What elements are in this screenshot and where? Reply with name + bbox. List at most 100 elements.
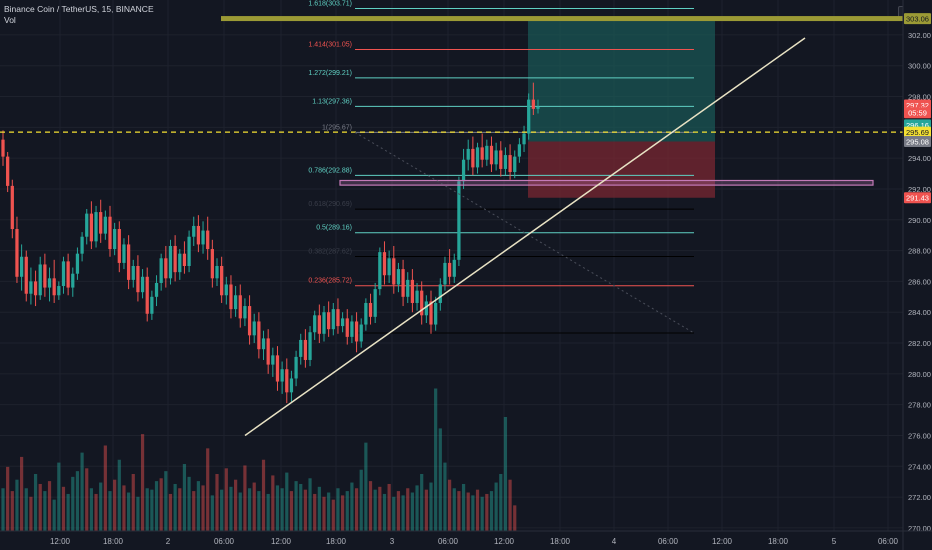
candle-body (271, 355, 275, 365)
candle-body (438, 284, 442, 303)
price-label: 291.43 (906, 194, 929, 203)
candle-body (113, 229, 117, 250)
candle-body (150, 296, 154, 314)
volume-bar (238, 492, 242, 531)
volume-bar (33, 474, 38, 531)
price-label-bg (904, 13, 931, 25)
candle-body (117, 229, 121, 263)
candle-body (266, 338, 270, 365)
candle-body (429, 301, 433, 325)
symbol-title[interactable]: Binance Coin / TetherUS, 15, BINANCE (4, 4, 154, 14)
volume-bar (24, 488, 28, 531)
candle-body (131, 266, 135, 280)
volume-bar (434, 388, 438, 531)
volume-bar (210, 495, 214, 531)
time-axis[interactable]: 12:00 18:00 2 06:00 12:00 18:00 3 06:00 12:00 18:… (0, 530, 932, 546)
candle-body (108, 216, 112, 250)
position-tool[interactable] (528, 18, 715, 198)
volume-bar (299, 483, 303, 531)
volume-bar (66, 493, 70, 531)
fib-label: 0.236(285.72) (308, 278, 352, 285)
volume-bar (266, 493, 270, 531)
candle-body (517, 144, 522, 157)
candle-body (308, 332, 312, 360)
time-tick-label: 06:00 (438, 537, 459, 546)
volume-bar (271, 475, 275, 531)
volume-bar (261, 459, 266, 531)
volume-bar (308, 478, 312, 531)
fib-label: 1.272(299.21) (308, 70, 352, 77)
candle-body (168, 245, 173, 279)
candle-body (47, 278, 52, 288)
price-tick-label: 282.00 (908, 339, 931, 348)
candle-body (294, 356, 298, 379)
candle-body (238, 295, 242, 319)
volume-bar (122, 485, 126, 531)
candle-body (220, 266, 224, 296)
volume-bar (234, 479, 238, 531)
candle-body (345, 318, 349, 337)
candle-body (182, 253, 187, 266)
candle-body (331, 309, 335, 330)
trendline (244, 37, 806, 437)
fib-label: 0.382(287.62) (308, 248, 352, 255)
candle-body (508, 155, 512, 173)
time-tick-label: 18:00 (326, 537, 347, 546)
candle-body (443, 262, 447, 285)
volume-bar (513, 505, 517, 531)
candle-body (415, 290, 419, 303)
candle-body (43, 264, 47, 288)
price-tick-label: 274.00 (908, 462, 931, 471)
candle-body (336, 309, 340, 327)
candle-body (392, 258, 396, 285)
candle-body (373, 289, 377, 317)
candle-body (285, 369, 289, 393)
candle-body (178, 253, 182, 273)
candle-body (340, 318, 345, 327)
volume-bar (85, 468, 89, 531)
volume-bar (303, 489, 307, 531)
candle-body (140, 276, 145, 293)
price-axis[interactable]: 302.00300.00298.00296.00294.00292.00290.… (902, 0, 932, 550)
candle-body (401, 269, 405, 297)
candle-body (19, 256, 24, 277)
candle-body (480, 147, 484, 160)
time-tick-label: 5 (832, 537, 837, 546)
volume-bar (117, 459, 121, 531)
volume-bar (99, 482, 103, 531)
price-axis-bg (903, 0, 932, 550)
volume-bar (415, 485, 419, 531)
candle-body (192, 225, 196, 237)
candle-body (187, 236, 191, 266)
price-tick-label: 272.00 (908, 493, 931, 502)
volume-bar (275, 485, 280, 531)
candle-body (145, 276, 149, 314)
candle-body (387, 258, 391, 276)
price-label-bg (904, 136, 931, 148)
volume-bar (229, 486, 233, 531)
price-label: 295.69 (906, 128, 929, 137)
volume-bar (368, 481, 373, 531)
price-label: 295.08 (906, 138, 929, 147)
volume-bar (359, 469, 363, 531)
support-box (339, 179, 874, 186)
volume-bar (57, 462, 61, 531)
volume-bar (438, 428, 442, 531)
drawings[interactable] (0, 16, 903, 437)
volume-legend[interactable]: Vol (4, 15, 16, 25)
fib-label: 0.786(292.88) (308, 167, 352, 174)
volume-bar (452, 488, 456, 531)
volume-bar (396, 491, 401, 531)
candle-body (447, 262, 452, 277)
fib-label: 1.414(301.05) (308, 42, 352, 49)
volume-bar (159, 478, 163, 531)
volume-bar (108, 491, 112, 531)
candle-body (252, 321, 256, 336)
candle-body (452, 259, 456, 277)
volume-bar (471, 495, 475, 531)
profit-zone (528, 18, 715, 142)
volume-bar (420, 474, 424, 531)
candle-body (15, 229, 19, 277)
price-tick-label: 280.00 (908, 370, 931, 379)
